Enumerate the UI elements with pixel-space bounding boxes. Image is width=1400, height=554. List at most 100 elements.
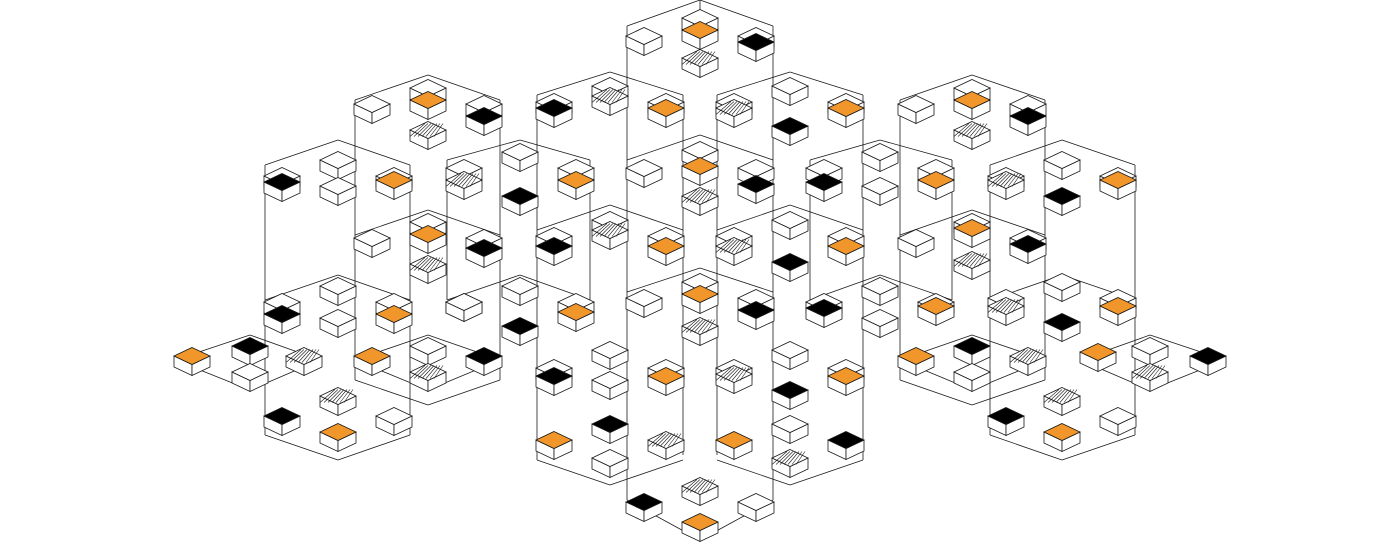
hatch-line xyxy=(591,223,608,237)
hatch-line xyxy=(607,223,620,237)
black-top-face xyxy=(1043,313,1081,331)
hatch-line xyxy=(999,299,1013,313)
black-top-face xyxy=(771,253,809,271)
hatch-line xyxy=(457,173,471,187)
hatch-line xyxy=(599,223,614,237)
hatch-line xyxy=(681,479,698,493)
hatch-line xyxy=(731,101,744,115)
hatch-line xyxy=(685,189,701,203)
cube-top-face xyxy=(1043,273,1081,291)
hatch-line xyxy=(445,173,462,187)
black-top-face xyxy=(1043,187,1081,205)
frame-edge xyxy=(699,267,774,293)
hatch-line xyxy=(1043,389,1060,403)
frame-edge xyxy=(536,459,611,486)
hatch-line xyxy=(1021,349,1035,363)
hatch-line xyxy=(705,479,716,493)
hatch-line xyxy=(701,189,713,203)
frame-edge xyxy=(899,209,973,236)
hatch-line xyxy=(413,123,429,137)
hatch-line xyxy=(647,433,664,447)
orange-top-face xyxy=(681,513,719,531)
hatch-line xyxy=(469,173,480,187)
cube-top-face xyxy=(861,143,899,161)
frame-edge xyxy=(971,74,1046,101)
black-top-face xyxy=(535,99,573,117)
hatch-line xyxy=(413,257,429,271)
orange-top-face xyxy=(1043,423,1081,441)
cube-top-face xyxy=(319,277,357,295)
hatch-line xyxy=(1051,389,1066,403)
hatch-line xyxy=(697,319,710,333)
hatch-line xyxy=(735,367,747,381)
hatch-line xyxy=(693,479,707,493)
cube-top-face xyxy=(897,95,935,113)
hatch-line xyxy=(681,189,698,203)
hatch-line xyxy=(425,365,438,379)
black-top-face xyxy=(465,239,503,257)
hatch-line xyxy=(421,257,435,271)
cube-top-face xyxy=(771,415,809,433)
hatch-line xyxy=(991,299,1007,313)
orange-top-face xyxy=(681,21,719,39)
hatch-line xyxy=(413,365,429,379)
orange-top-face xyxy=(353,347,391,365)
hatch-line xyxy=(421,123,435,137)
hatch-line xyxy=(731,367,744,381)
hatch-line xyxy=(603,223,617,237)
frame-edge xyxy=(519,139,591,161)
hatch-line xyxy=(727,101,741,115)
orange-top-face xyxy=(681,157,719,175)
hatch-line xyxy=(999,173,1013,187)
frame-edge xyxy=(1061,139,1136,166)
hatch-line xyxy=(977,123,988,137)
hatch-line xyxy=(611,223,623,237)
cube-top-face xyxy=(353,229,391,247)
black-top-face xyxy=(501,187,539,205)
hatch-line xyxy=(739,101,750,115)
hatch-line xyxy=(977,253,988,267)
hatch-line xyxy=(1007,173,1019,187)
frame-edge xyxy=(716,204,791,231)
cube-top-face xyxy=(771,77,809,95)
hatch-line xyxy=(705,319,716,333)
hatch-line xyxy=(957,123,973,137)
frame-edge xyxy=(536,204,611,231)
black-top-face xyxy=(1009,235,1047,253)
hatch-line xyxy=(1033,349,1044,363)
frame-edge xyxy=(699,0,774,27)
cube-top-face xyxy=(231,363,269,381)
black-top-face xyxy=(771,381,809,399)
hatch-line xyxy=(701,479,713,493)
orange-top-face xyxy=(557,303,595,321)
black-top-face xyxy=(737,175,775,193)
hatch-line xyxy=(987,299,1004,313)
hatch-line xyxy=(727,367,741,381)
hatch-line xyxy=(293,349,308,363)
cube-top-face xyxy=(1099,407,1137,425)
cube-top-face xyxy=(353,95,391,113)
hatch-line xyxy=(953,123,970,137)
orange-top-face xyxy=(647,99,685,117)
hatch-line xyxy=(607,89,620,103)
hatch-line xyxy=(689,189,704,203)
black-top-face xyxy=(465,107,503,125)
hatch-line xyxy=(715,367,732,381)
hatch-line xyxy=(1063,389,1075,403)
hatch-line xyxy=(323,389,339,403)
hatch-line xyxy=(775,451,791,465)
orange-top-face xyxy=(897,347,935,365)
black-top-face xyxy=(805,173,843,191)
cube-top-face xyxy=(771,341,809,359)
frame-edge xyxy=(1061,434,1136,461)
cube-top-face xyxy=(625,159,663,177)
orange-top-face xyxy=(647,367,685,385)
orange-top-face xyxy=(715,431,753,449)
cube-top-face xyxy=(737,493,775,511)
hatch-line xyxy=(969,253,982,267)
black-top-face xyxy=(805,299,843,317)
hatch-line xyxy=(429,123,441,137)
hatch-line xyxy=(965,253,979,267)
black-top-face xyxy=(465,347,503,365)
hatch-line xyxy=(595,223,611,237)
